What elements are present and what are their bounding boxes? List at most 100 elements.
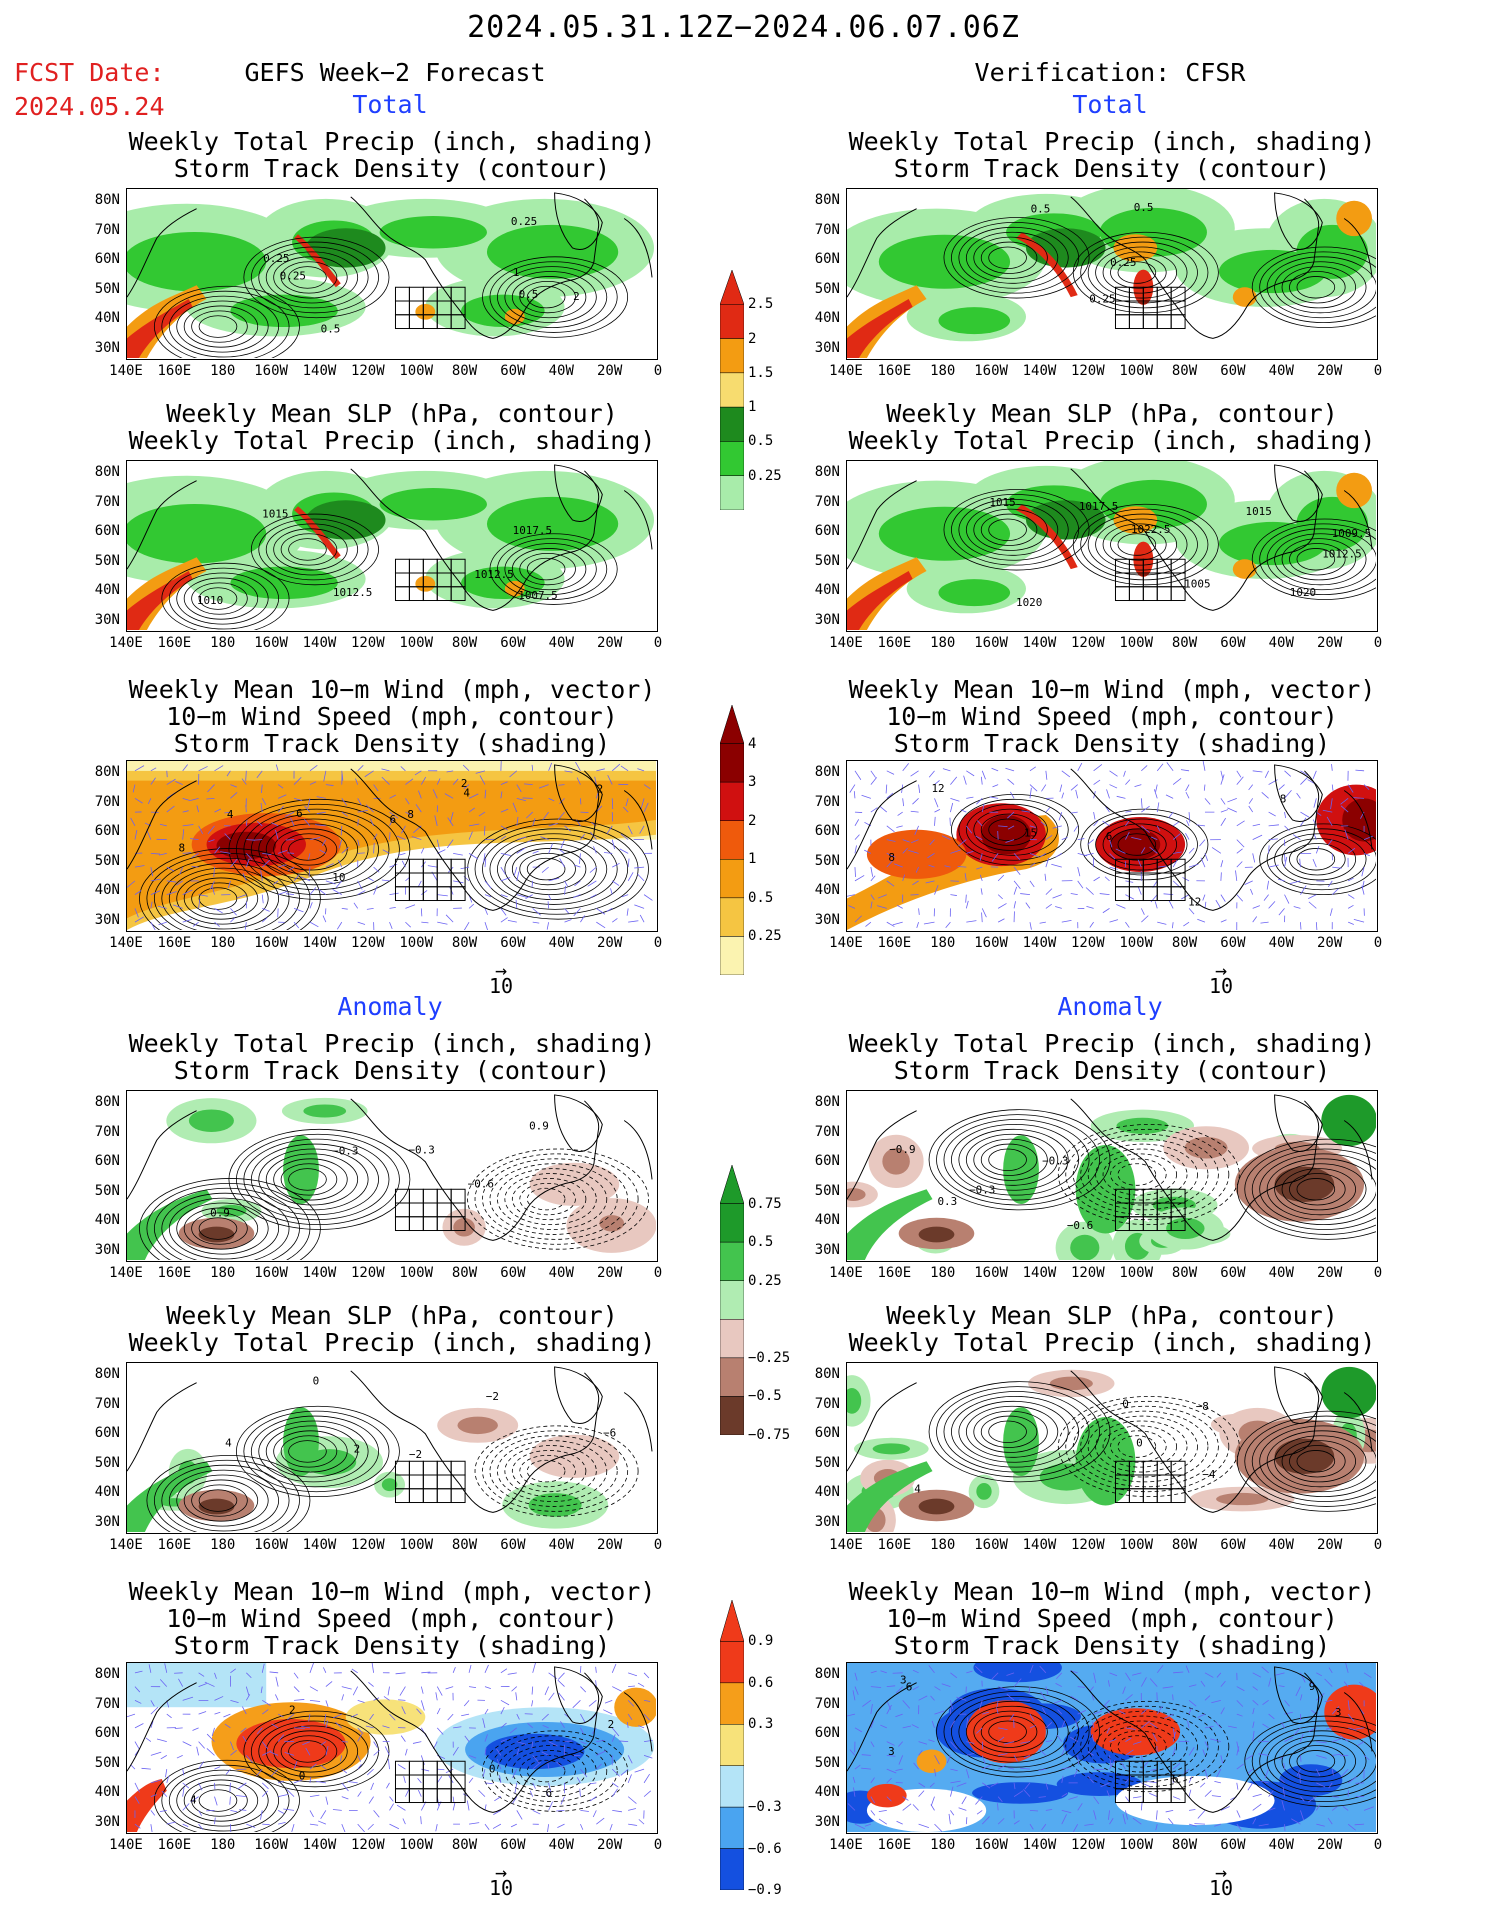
lon-label: 20W <box>1316 1537 1343 1553</box>
vector-reference-value: 10 <box>1208 1876 1234 1900</box>
fcst-date-label: FCST Date: <box>14 58 165 87</box>
lon-label: 80W <box>451 1837 478 1853</box>
lat-label: 80N <box>94 1366 120 1382</box>
contour-label: 2 <box>597 782 604 795</box>
lon-label: 80W <box>451 635 478 651</box>
precip_anom-tick-label: 0.5 <box>748 1234 774 1251</box>
right-anomaly-label: Anomaly <box>1057 992 1163 1021</box>
contour-label: −0.3 <box>332 1145 358 1158</box>
contour-label: 1015 <box>989 496 1015 509</box>
lat-label: 50N <box>94 1454 120 1471</box>
lon-label: 0 <box>653 1837 663 1853</box>
forecast-panel-4-map: 0.9 −0.3 −0.6 −0.3 0.9 <box>126 1090 658 1262</box>
lon-label: 20W <box>1316 1837 1343 1853</box>
contour-label: 12 <box>931 782 944 795</box>
lon-label: 140W <box>1022 1537 1057 1553</box>
lon-label: 60W <box>1220 1537 1246 1553</box>
lon-label: 80W <box>1171 935 1198 951</box>
forecast-panel-4-title-1: Weekly Total Precip (inch, shading) <box>128 1029 656 1058</box>
lon-label: 160W <box>974 1537 1008 1553</box>
lon-label: 180 <box>930 363 956 379</box>
contour-label: 1020 <box>1290 586 1316 599</box>
verification-panel-3-title-3: Storm Track Density (shading) <box>893 729 1331 758</box>
precip_total-tick-label: 0.25 <box>748 467 782 484</box>
lon-label: 60W <box>1220 635 1246 651</box>
contour-label: 1009.5 <box>1332 527 1371 540</box>
contour-label: −6 <box>603 1427 616 1440</box>
vector-reference-label: → <box>494 1860 508 1884</box>
verification-panel-2-title-2: Weekly Total Precip (inch, shading) <box>848 426 1376 455</box>
lon-label: 140W <box>1022 1265 1057 1281</box>
vector-reference-label: → <box>1214 958 1228 982</box>
contour-label: 8 <box>1280 792 1287 805</box>
contour-label: −0.3 <box>1042 1155 1068 1168</box>
lat-label: 50N <box>94 552 120 569</box>
lon-label: 60W <box>1220 1837 1246 1853</box>
lon-label: 100W <box>399 1537 434 1553</box>
lon-label: 120W <box>350 935 385 951</box>
lon-label: 120W <box>350 1265 385 1281</box>
lat-label: 70N <box>94 493 120 510</box>
lon-label: 100W <box>399 935 434 951</box>
lon-label: 100W <box>399 1265 434 1281</box>
verification-panel-2-title-1: Weekly Mean SLP (hPa, contour) <box>886 399 1338 428</box>
lon-label: 120W <box>350 1837 385 1853</box>
lat-label: 50N <box>814 552 840 569</box>
contour-label: 6 <box>296 807 303 820</box>
lon-label: 100W <box>1119 935 1154 951</box>
forecast-panel-3-title-1: Weekly Mean 10−m Wind (mph, vector) <box>128 675 656 704</box>
lon-label: 140W <box>302 635 337 651</box>
precip_anom-tick-label: −0.5 <box>748 1388 782 1405</box>
forecast-panel-3-map: 6 8 10 4 2 2 4 6 8 <box>126 760 658 932</box>
lon-label: 180 <box>930 1537 956 1553</box>
lon-label: 100W <box>1119 1537 1154 1553</box>
forecast-panel-1-title-1: Weekly Total Precip (inch, shading) <box>128 127 656 156</box>
lon-label: 140W <box>1022 363 1057 379</box>
verification-panel-1-map: 0.25 0.5 0.25 0.5 <box>846 188 1378 360</box>
lon-label: 160E <box>157 1837 192 1853</box>
lat-label: 70N <box>94 1123 120 1140</box>
lon-label: 60W <box>500 363 526 379</box>
lon-label: 20W <box>596 1837 623 1853</box>
verification-panel-4-title-1: Weekly Total Precip (inch, shading) <box>848 1029 1376 1058</box>
contour-label: 1017.5 <box>1079 500 1118 513</box>
forecast-panel-2-title-2: Weekly Total Precip (inch, shading) <box>128 426 656 455</box>
lon-label: 140W <box>302 363 337 379</box>
lon-label: 140W <box>1022 635 1057 651</box>
verification-panel-4-title-2: Storm Track Density (contour) <box>893 1056 1331 1085</box>
lat-label: 40N <box>814 1484 840 1500</box>
lon-label: 60W <box>500 935 526 951</box>
storm_anom-tick-label: 0.3 <box>748 1716 774 1733</box>
contour-label: 3 <box>900 1673 907 1686</box>
lon-label: 40W <box>548 363 574 379</box>
contour-label: −0.6 <box>1067 1219 1093 1232</box>
lon-label: 160E <box>157 1265 192 1281</box>
lon-label: 160E <box>877 1837 912 1853</box>
verification-panel-3-field: 6 8 12 15 12 8 <box>847 761 1376 930</box>
contour-label: 4 <box>190 1793 197 1806</box>
lon-label: 160W <box>974 935 1008 951</box>
lat-label: 30N <box>814 611 840 628</box>
lon-label: 80W <box>1171 363 1198 379</box>
verification-panel-3-map: 6 8 12 15 12 8 <box>846 760 1378 932</box>
contour-label: 6 <box>906 1680 913 1693</box>
verification-panel-5-field: 0 −8 −4 4 0 <box>847 1363 1376 1532</box>
lon-label: 160E <box>877 363 912 379</box>
lat-label: 80N <box>94 192 120 208</box>
lon-label: 160W <box>254 1537 288 1553</box>
contour-label: 0 <box>299 1769 306 1782</box>
lat-label: 60N <box>94 1725 120 1741</box>
lat-label: 60N <box>814 251 840 267</box>
lat-label: 70N <box>94 221 120 238</box>
precip_total-tick-label: 1 <box>748 399 757 416</box>
lat-label: 40N <box>814 310 840 326</box>
storm_anom-tick-label: −0.3 <box>748 1799 782 1816</box>
contour-label: 0.9 <box>529 1120 549 1133</box>
lon-label: 140E <box>109 935 143 951</box>
lon-label: 100W <box>1119 635 1154 651</box>
lon-label: 80W <box>1171 1265 1198 1281</box>
contour-label: 2 <box>608 1718 615 1731</box>
precip_anom-colorbar-wrap <box>719 1164 745 1439</box>
